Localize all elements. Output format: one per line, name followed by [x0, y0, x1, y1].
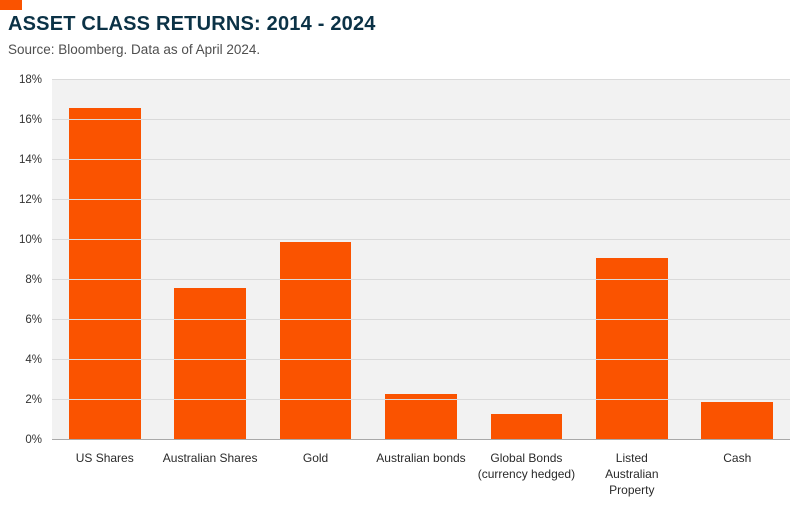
- gridline: [52, 319, 790, 320]
- y-axis-tick-label: 12%: [18, 194, 42, 206]
- x-axis-label-australian-shares: Australian Shares: [162, 451, 258, 465]
- bar-column-gold: [263, 80, 368, 440]
- gridline: [52, 359, 790, 361]
- bar-gold: [279, 242, 352, 440]
- bar-global-bonds-currency-hedged: [490, 414, 563, 440]
- x-axis-label-global-bonds-currency-hedged: Global Bonds (currency hedged): [477, 451, 576, 482]
- y-axis-tick-label: 4%: [25, 354, 42, 367]
- x-axis-baseline: [52, 439, 790, 440]
- gridline: [52, 119, 790, 121]
- bar-column-listed-australian-property: [579, 80, 684, 440]
- x-axis-labels: US Shares Australian Shares Gold Australian…: [52, 446, 790, 499]
- x-axis-label-listed-australian-property: Listed Australian Property: [605, 451, 659, 498]
- plot-area: [52, 79, 790, 440]
- bar-column-australian-bonds: [368, 80, 473, 440]
- y-axis-tick-label: 10%: [18, 234, 42, 246]
- y-axis: 0% 2% 4% 6% 8% 10% 12% 14% 16% 18%: [8, 74, 46, 446]
- chart-subtitle: Source: Bloomberg. Data as of April 2024…: [8, 42, 261, 57]
- chart-title: ASSET CLASS RETURNS: 2014 - 2024: [8, 13, 376, 35]
- bar-column-global-bonds-currency-hedged: [474, 80, 579, 440]
- bar-us-shares: [68, 108, 141, 440]
- x-axis-label-australian-bonds: Australian bonds: [376, 451, 466, 465]
- gridline: [52, 279, 790, 281]
- y-axis-tick-label: 16%: [18, 114, 42, 127]
- y-axis-tick-label: 14%: [18, 154, 42, 166]
- bar-column-australian-shares: [157, 80, 262, 440]
- bar-column-us-shares: [52, 80, 157, 440]
- bar-listed-australian-property: [595, 258, 668, 440]
- x-axis-label-gold: Gold: [302, 451, 329, 465]
- bar-chart: 0% 2% 4% 6% 8% 10% 12% 14% 16% 18% US Shares Austr…: [8, 74, 792, 499]
- gridline: [52, 79, 790, 80]
- bar-australian-bonds: [385, 394, 457, 440]
- y-axis-tick-label: 6%: [25, 314, 42, 326]
- x-axis-label-us-shares: US Shares: [75, 451, 134, 465]
- x-axis-label-cash: Cash: [723, 451, 752, 465]
- y-axis-tick-label: 0%: [25, 434, 42, 446]
- chart-header: ASSET CLASS RETURNS: 2014 - 2024 Source:…: [8, 13, 792, 57]
- bars-row: [52, 80, 790, 440]
- gridline: [52, 239, 790, 240]
- plot-wrap: [52, 79, 790, 440]
- gridline: [52, 199, 790, 200]
- bar-cash: [701, 402, 774, 440]
- bar-australian-shares: [174, 288, 246, 440]
- gridline: [52, 399, 790, 401]
- y-axis-tick-label: 2%: [25, 394, 42, 407]
- gridline: [52, 159, 790, 160]
- bar-column-cash: [685, 80, 790, 440]
- accent-mark: [0, 0, 22, 10]
- y-axis-tick-label: 18%: [18, 74, 42, 86]
- y-axis-tick-label: 8%: [25, 274, 42, 287]
